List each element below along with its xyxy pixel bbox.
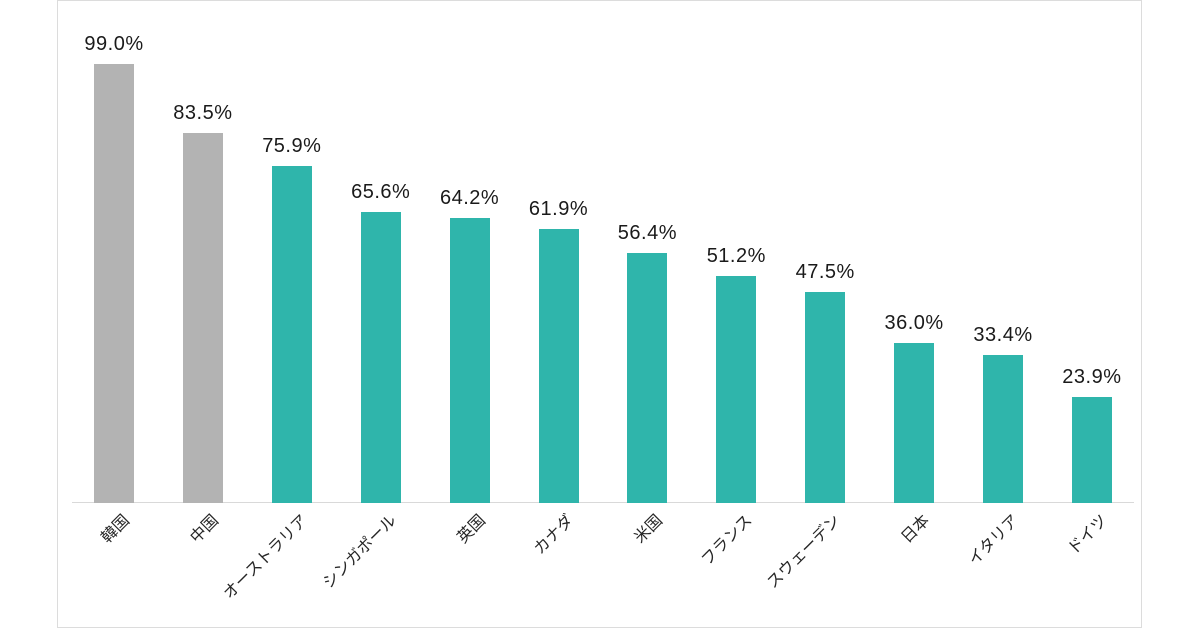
bar: [360, 212, 401, 503]
bar: [271, 166, 312, 503]
bar: [894, 343, 935, 503]
bar: [538, 229, 579, 503]
value-label: 64.2%: [439, 187, 500, 209]
bar: [983, 355, 1023, 503]
category-label: 日本: [898, 512, 934, 547]
bar: [627, 253, 668, 503]
category-label: イタリア: [965, 512, 1023, 569]
value-label: 83.5%: [173, 102, 233, 124]
category-label: スウェーデン: [764, 512, 845, 592]
value-label: 56.4%: [617, 222, 677, 244]
category-label: カナダ: [531, 512, 578, 558]
category-label: 米国: [631, 512, 667, 547]
value-label: 33.4%: [973, 324, 1033, 346]
value-label: 65.6%: [351, 181, 411, 203]
category-label: 中国: [187, 512, 222, 547]
category-label: 韓国: [98, 512, 134, 547]
category-label: オーストラリア: [220, 512, 311, 603]
bar: [1071, 397, 1112, 503]
value-label: 36.0%: [884, 312, 944, 334]
bar: [94, 64, 134, 503]
category-label: シンガポール: [319, 512, 400, 592]
category-label: フランス: [698, 512, 756, 570]
value-label: 99.0%: [84, 33, 144, 55]
bar: [716, 276, 757, 503]
x-axis-line: [72, 502, 1134, 503]
value-label: 51.2%: [706, 245, 766, 267]
value-label: 47.5%: [795, 261, 855, 283]
value-label: 61.9%: [528, 198, 589, 220]
bar: [449, 218, 490, 503]
value-label: 75.9%: [262, 135, 322, 157]
category-label: 英国: [453, 512, 489, 547]
chart-panel: 99.0% 韓国 83.5% 中国 75.9% オーストラリア 65.6% シンガポール 64.…: [57, 0, 1142, 628]
category-label: ドイツ: [1064, 512, 1111, 558]
bar: [805, 292, 846, 503]
bar: [182, 133, 223, 503]
value-label: 23.9%: [1062, 366, 1122, 388]
